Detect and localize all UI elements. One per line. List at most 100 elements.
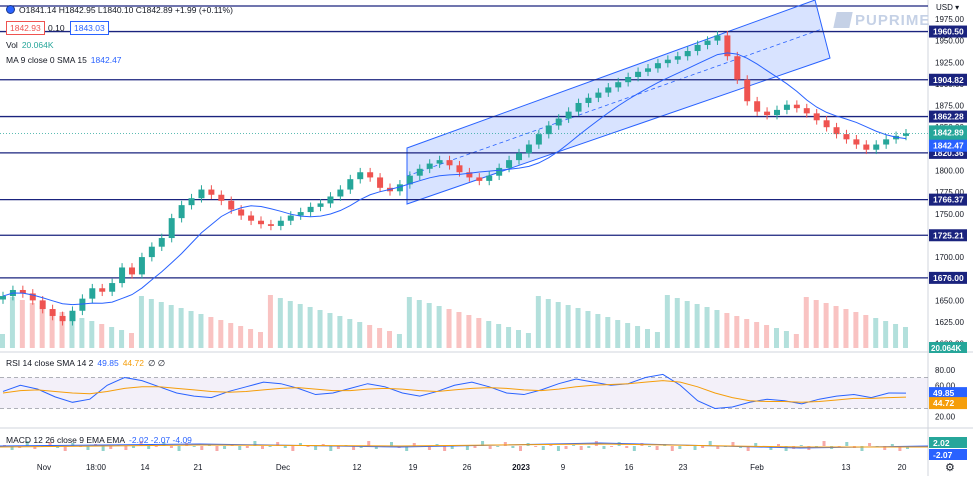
macd-legend[interactable]: MACD 12 26 close 9 EMA EMA -2.02 -2.07 -4…: [6, 435, 192, 445]
volume-bar: [39, 306, 45, 348]
candle-body: [158, 238, 165, 247]
time-axis-label: 26: [463, 463, 472, 472]
volume-bar: [545, 299, 551, 348]
macd-histogram-bar: [200, 446, 204, 450]
time-axis-label: 19: [409, 463, 418, 472]
time-axis-label: 18:00: [86, 463, 107, 472]
macd-histogram-bar: [906, 446, 909, 449]
time-axis-label: 13: [842, 463, 851, 472]
candle-body: [506, 160, 513, 168]
macd-histogram-bar: [147, 446, 151, 449]
candle-body: [69, 310, 76, 322]
volume-bar: [605, 317, 611, 348]
level-price-label[interactable]: 1960.50: [933, 27, 964, 37]
volume-bar: [148, 299, 154, 348]
rsi-tick-label: 60.00: [935, 381, 956, 390]
candle-body: [297, 212, 304, 216]
volume-legend[interactable]: Vol 20.064K: [6, 40, 54, 50]
level-price-label[interactable]: 1862.28: [933, 112, 964, 122]
macd-histogram-bar: [276, 442, 280, 446]
price-tick-label: 1625.00: [935, 318, 964, 327]
volume-bar: [347, 319, 353, 348]
time-axis-label: Feb: [750, 463, 764, 472]
macd-histogram-bar: [549, 444, 553, 446]
candle-body: [486, 175, 493, 181]
buy-price-box[interactable]: 1843.03: [70, 21, 109, 35]
volume-bar: [377, 328, 383, 348]
volume-bar: [625, 323, 631, 348]
candle-body: [873, 144, 880, 150]
volume-bar: [486, 321, 492, 348]
macd-histogram-bar: [86, 446, 90, 450]
volume-bar: [9, 297, 15, 348]
rsi-legend[interactable]: RSI 14 close SMA 14 2 49.85 44.72 ∅ ∅: [6, 358, 166, 368]
candle-body: [734, 56, 741, 80]
macd-histogram-bar: [845, 442, 849, 446]
macd-histogram-bar: [799, 445, 803, 446]
macd-histogram-bar: [572, 445, 576, 446]
time-axis-label: 9: [561, 463, 566, 472]
rsi-sma-line: [2, 380, 907, 403]
candle-body: [396, 184, 403, 192]
volume-bar: [109, 327, 115, 348]
macd-histogram-bar: [693, 446, 697, 450]
volume-bar: [496, 324, 502, 348]
macd-histogram-bar: [488, 446, 492, 449]
candle-body: [525, 144, 532, 154]
candle-body: [793, 104, 800, 109]
macd-histogram-bar: [701, 446, 705, 448]
macd-histogram-bar: [602, 446, 606, 449]
candle-body: [605, 87, 612, 93]
macd-histogram-bar: [63, 446, 67, 451]
candle-body: [823, 120, 830, 128]
macd-signal-line: [0, 443, 928, 448]
macd-histogram-bar: [564, 446, 568, 449]
volume-bar: [59, 312, 65, 348]
ma-price-label: 1842.47: [933, 141, 964, 151]
volume-bar: [317, 310, 323, 348]
volume-bar: [188, 311, 194, 348]
level-price-label[interactable]: 1820.36: [933, 148, 964, 158]
volume-bar: [267, 295, 273, 348]
macd-histogram-bar: [435, 444, 439, 446]
price-tick-label: 1700.00: [935, 253, 964, 262]
time-axis-label: Dec: [276, 463, 290, 472]
macd-histogram-bar: [390, 442, 393, 446]
volume-bar: [99, 324, 105, 348]
candle-body: [774, 109, 780, 116]
macd-histogram-bar: [261, 446, 264, 449]
time-axis-label: Nov: [37, 463, 51, 472]
macd-histogram-bar: [245, 446, 249, 448]
price-tick-label: 1775.00: [935, 188, 964, 197]
ma-legend[interactable]: MA 9 close 0 SMA 15 1842.47: [6, 55, 122, 65]
macd-histogram-bar: [541, 446, 545, 450]
level-price-label[interactable]: 1676.00: [933, 273, 964, 283]
volume-bar: [664, 295, 670, 348]
volume-bar: [49, 309, 55, 348]
macd-histogram-bar: [465, 446, 469, 450]
candle-body: [307, 206, 314, 213]
candle-body: [426, 163, 433, 169]
level-price-label[interactable]: 1904.82: [933, 75, 964, 85]
macd-histogram-bar: [670, 446, 674, 451]
volume-bar: [456, 312, 462, 348]
level-price-label-bg: [929, 110, 967, 123]
macd-histogram-bar: [837, 446, 841, 447]
level-price-label[interactable]: 1725.21: [933, 230, 964, 240]
volume-bar: [793, 334, 799, 348]
volume-bar: [783, 331, 789, 348]
macd-histogram-bar: [238, 446, 242, 450]
rsi-sma-label: 44.72: [933, 398, 955, 408]
level-price-label[interactable]: 1766.37: [933, 195, 964, 205]
sell-price-box[interactable]: 1842.93: [6, 21, 45, 35]
candle-body: [109, 283, 116, 292]
symbol-dot-icon[interactable]: [6, 5, 15, 14]
volume-bar: [535, 296, 541, 348]
gear-icon[interactable]: ⚙: [945, 462, 955, 474]
volume-bar: [436, 306, 442, 348]
volume-bar: [555, 302, 561, 348]
candle-body: [684, 51, 691, 57]
candle-body: [843, 134, 850, 140]
volume-bar: [238, 326, 244, 348]
currency-selector[interactable]: USD ▾: [936, 3, 960, 12]
